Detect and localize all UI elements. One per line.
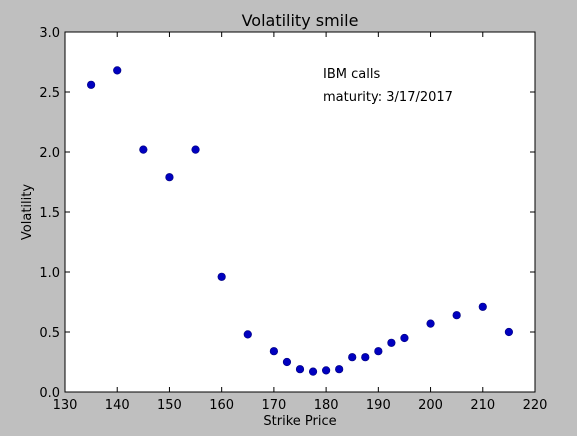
data-point (139, 145, 148, 154)
data-point (282, 357, 292, 367)
x-tick-label: 160 (209, 398, 234, 413)
chart-title: Volatility smile (242, 11, 359, 30)
data-point (243, 330, 252, 339)
data-point (295, 365, 305, 374)
x-tick-label: 150 (157, 398, 182, 413)
plot-area (64, 31, 536, 393)
data-point (504, 327, 513, 337)
annotation-ibm-calls: IBM calls (323, 67, 380, 82)
data-point (361, 353, 370, 362)
data-point (165, 173, 174, 182)
data-point (452, 311, 461, 320)
data-point (87, 80, 96, 89)
data-point (335, 365, 344, 374)
x-tick-label: 220 (523, 398, 548, 413)
y-tick-label: 1.5 (39, 206, 60, 221)
x-tick-label: 200 (418, 398, 443, 413)
y-axis-label: Volatility (20, 184, 35, 240)
x-tick-label: 210 (470, 398, 495, 413)
data-point (269, 347, 278, 356)
x-tick-label: 140 (105, 398, 130, 413)
annotation-maturity: maturity: 3/17/2017 (323, 90, 453, 105)
axis-ticks: 130 140 150 160 170 180 190 200 210 220 0.0 0.5 1.0 1… (39, 26, 547, 413)
data-point (374, 347, 383, 356)
y-tick-label: 1.0 (39, 266, 60, 281)
x-tick-label: 180 (314, 398, 339, 413)
data-point (348, 353, 357, 362)
y-tick-label: 0.5 (39, 326, 60, 341)
y-tick-label: 3.0 (39, 26, 60, 41)
data-point (191, 145, 200, 154)
data-point (113, 66, 122, 75)
data-point (387, 338, 396, 347)
data-point (400, 333, 409, 343)
data-point (217, 272, 226, 281)
data-point (308, 367, 318, 376)
data-point (322, 366, 331, 375)
y-tick-label: 2.0 (39, 146, 60, 161)
data-point (478, 302, 487, 311)
x-tick-label: 130 (53, 398, 78, 413)
x-tick-label: 170 (261, 398, 286, 413)
y-tick-label: 2.5 (39, 86, 60, 101)
x-tick-label: 190 (366, 398, 391, 413)
data-point (426, 319, 435, 328)
y-tick-label: 0.0 (39, 386, 60, 401)
x-axis-label: Strike Price (263, 414, 336, 429)
data-points (87, 66, 513, 376)
